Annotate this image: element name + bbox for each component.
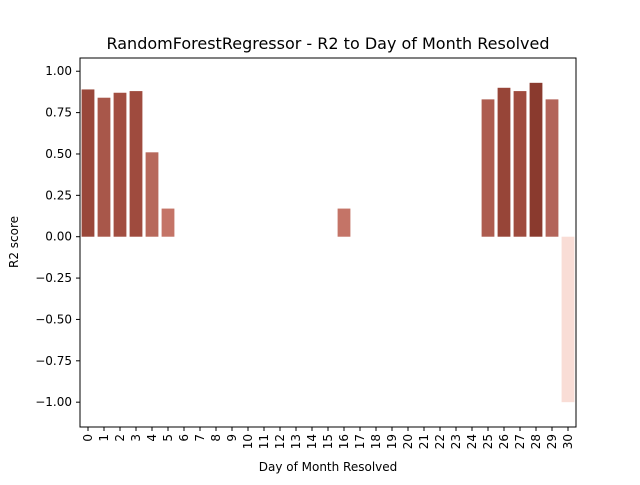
x-tick-label: 20: [401, 434, 415, 449]
x-tick-label: 2: [113, 434, 127, 442]
x-tick-label: 12: [273, 434, 287, 449]
y-tick-label: −0.50: [35, 312, 72, 326]
x-tick-label: 29: [545, 434, 559, 449]
y-tick-label: −0.75: [35, 354, 72, 368]
x-tick-label: 18: [369, 434, 383, 449]
y-tick-label: −0.25: [35, 271, 72, 285]
bar-30: [561, 236, 575, 403]
x-tick-label: 25: [481, 434, 495, 449]
x-tick-label: 13: [289, 434, 303, 449]
x-tick-label: 27: [513, 434, 527, 449]
bar-28: [529, 82, 543, 237]
x-tick-label: 22: [433, 434, 447, 449]
x-tick-label: 21: [417, 434, 431, 449]
x-tick-label: 0: [81, 434, 95, 442]
bar-25: [481, 99, 495, 237]
axes-group: −1.00 −0.75 −0.50 −0.25 0.00 0.25 0.50 0.75 1.00…: [35, 57, 577, 449]
bar-0: [81, 89, 95, 237]
x-tick-label: 15: [321, 434, 335, 449]
x-tick-label: 3: [129, 434, 143, 442]
bar-27: [513, 91, 527, 237]
x-tick-label: 4: [145, 434, 159, 442]
bar-3: [129, 91, 143, 237]
bar-1: [97, 97, 111, 237]
y-tick-label: 0.50: [45, 147, 72, 161]
x-tick-label: 1: [97, 434, 111, 442]
bars-group: [81, 82, 575, 403]
x-tick-label: 5: [161, 434, 175, 442]
bar-16: [337, 208, 351, 237]
x-tick-label: 6: [177, 434, 191, 442]
x-tick-label: 10: [241, 434, 255, 449]
y-tick-label: 0.25: [45, 188, 72, 202]
chart-title: RandomForestRegressor - R2 to Day of Mon…: [106, 34, 549, 53]
x-tick-label: 28: [529, 434, 543, 449]
x-tick-label: 19: [385, 434, 399, 449]
bar-5: [161, 208, 175, 237]
y-tick-label: −1.00: [35, 395, 72, 409]
y-tick-label: 0.75: [45, 106, 72, 120]
x-axis-label: Day of Month Resolved: [259, 460, 398, 474]
bar-4: [145, 152, 159, 237]
x-tick-label: 16: [337, 434, 351, 449]
y-tick-label: 0.00: [45, 230, 72, 244]
bar-29: [545, 99, 559, 237]
y-tick-label: 1.00: [45, 64, 72, 78]
x-tick-label: 14: [305, 434, 319, 449]
x-tick-label: 7: [193, 434, 207, 442]
x-tick-label: 8: [209, 434, 223, 442]
x-tick-label: 17: [353, 434, 367, 449]
bar-2: [113, 92, 127, 237]
x-tick-label: 11: [257, 434, 271, 449]
y-axis-label: R2 score: [7, 216, 21, 268]
x-tick-label: 24: [465, 434, 479, 449]
x-tick-label: 26: [497, 434, 511, 449]
x-tick-label: 30: [561, 434, 575, 449]
bar-26: [497, 87, 511, 237]
x-tick-label: 9: [225, 434, 239, 442]
x-tick-label: 23: [449, 434, 463, 449]
